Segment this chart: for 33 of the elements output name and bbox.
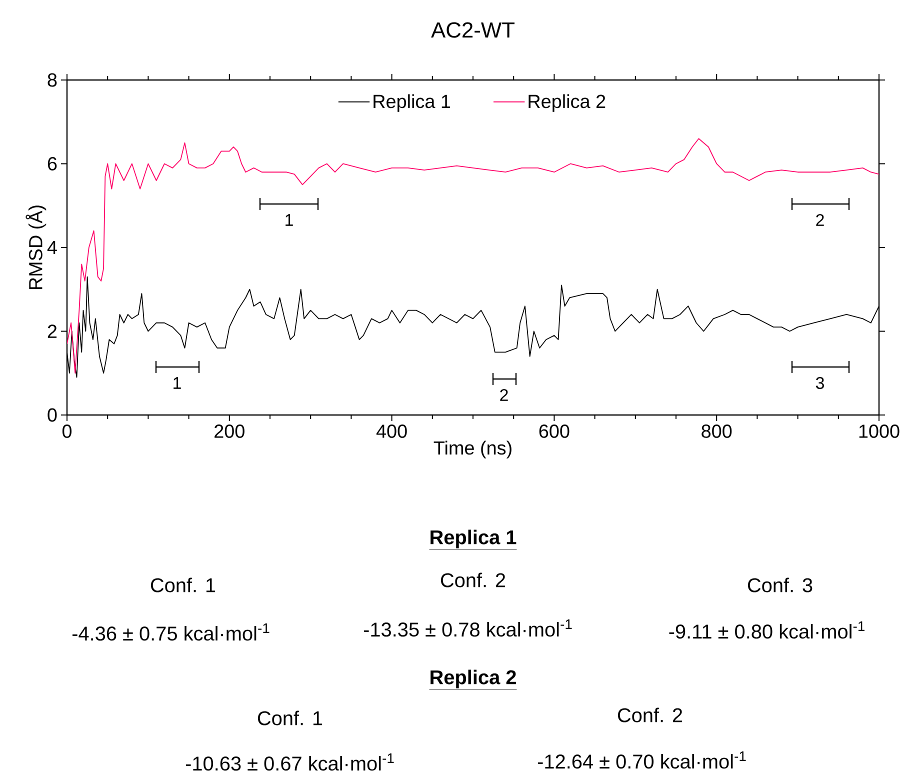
x-tick-label: 200: [214, 424, 244, 438]
x-tick-label: 400: [376, 424, 407, 438]
text: Conf. 2: [618, 708, 682, 722]
text: Replica 2: [430, 670, 516, 688]
text: Conf. 3: [748, 578, 812, 592]
text: Conf. 2: [440, 572, 506, 588]
y-tick-label: 8: [48, 73, 57, 87]
y-tick-label: 0: [48, 408, 57, 422]
y-tick-label: 4: [47, 240, 57, 254]
y-tick-label: 2: [48, 324, 57, 338]
text: -13.35 ± 0.78 kcal·mol$^{-1}$: [364, 619, 572, 637]
text: -4.36 ± 0.75 kcal·mol$^{-1}$: [72, 623, 270, 641]
y-tick-label: 6: [48, 157, 57, 170]
y-axis-title: RMSD (Å): [26, 206, 46, 290]
annotation: 1: [286, 214, 293, 226]
text: -9.11 ± 0.80 kcal·mol$^{-1}$: [669, 621, 864, 639]
text: Replica 1: [430, 530, 516, 548]
x-tick-label: 600: [539, 424, 570, 438]
text: -12.64 ± 0.70 kcal·mol$^{-1}$: [538, 751, 746, 769]
annotation: 2: [816, 214, 824, 226]
x-tick-label: 800: [702, 424, 732, 438]
chart-title: AC2-WT: [431, 22, 515, 38]
x-axis-title: Time (ns): [434, 440, 512, 458]
x-tick-label: 0: [62, 424, 72, 438]
text: -10.63 ± 0.67 kcal·mol$^{-1}$: [186, 753, 394, 771]
legend-label: Replica 1: [374, 94, 450, 112]
text: Conf. 1: [150, 578, 216, 592]
annotation: 3: [816, 376, 824, 389]
x-tick-label: 1000: [859, 424, 900, 438]
text: Conf. 1: [258, 710, 322, 726]
annotation: 1: [174, 377, 181, 389]
annotation: 2: [500, 389, 508, 401]
legend-label: Replica 2: [528, 94, 606, 112]
